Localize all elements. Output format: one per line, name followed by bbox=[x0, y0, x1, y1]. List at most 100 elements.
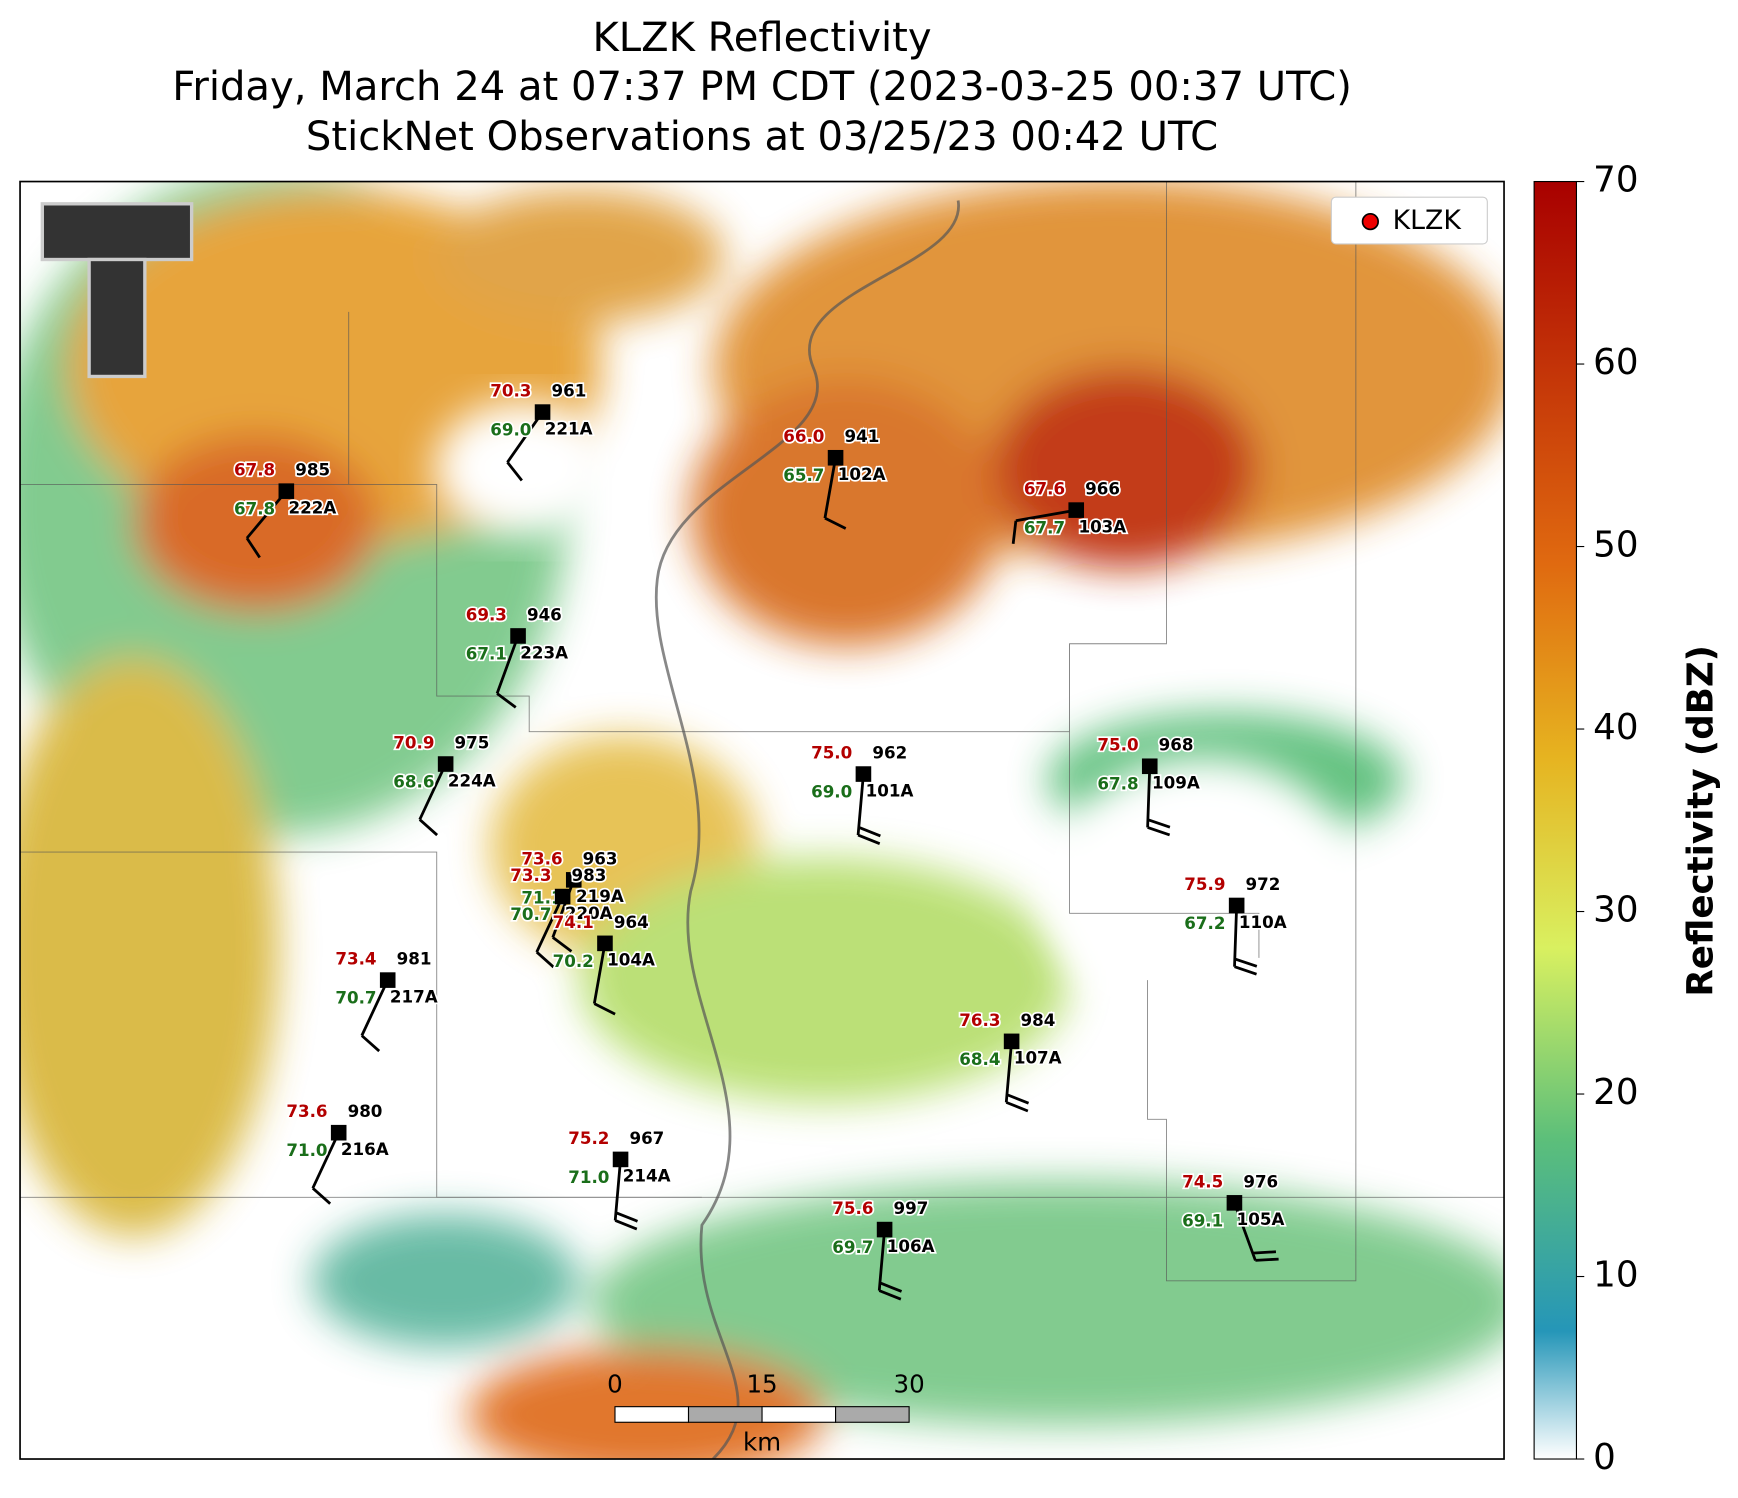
station-id: 220A bbox=[565, 903, 613, 923]
scale-segment bbox=[761, 1406, 837, 1423]
temperature: 70.9 bbox=[393, 732, 434, 752]
dewpoint: 69.0 bbox=[811, 781, 852, 801]
legend-marker bbox=[1361, 213, 1379, 231]
wind-barb bbox=[1233, 1202, 1279, 1262]
dewpoint: 71.1 bbox=[521, 887, 562, 907]
station-marker bbox=[278, 483, 295, 499]
station-marker bbox=[597, 935, 613, 952]
dewpoint: 69.1 bbox=[1182, 1210, 1223, 1230]
station-id: 214A bbox=[623, 1166, 671, 1186]
scale-bar: km 0 15 30 bbox=[607, 1370, 925, 1457]
wind-barb bbox=[506, 411, 544, 482]
dewpoint: 70.2 bbox=[553, 951, 594, 971]
scale-segment bbox=[835, 1406, 910, 1423]
scale-tick-label: 0 bbox=[607, 1370, 623, 1399]
wind-barb bbox=[360, 979, 389, 1053]
pressure: 980 bbox=[348, 1101, 383, 1121]
wind-barb bbox=[877, 1229, 903, 1301]
wind-barb bbox=[535, 895, 564, 969]
scale-tick-label: 15 bbox=[746, 1370, 777, 1399]
dewpoint: 67.8 bbox=[234, 499, 275, 519]
legend: KLZK bbox=[1330, 196, 1488, 245]
pressure: 946 bbox=[527, 604, 562, 624]
station-id: 221A bbox=[545, 418, 593, 438]
station: 75.0 968 67.8 109A bbox=[1096, 733, 1201, 837]
station-marker bbox=[554, 888, 571, 905]
pressure: 981 bbox=[397, 949, 432, 969]
wind-barb bbox=[856, 773, 881, 845]
dewpoint: 67.1 bbox=[466, 643, 507, 663]
station: 67.6 966 67.7 103A bbox=[1011, 477, 1128, 544]
station-id: 107A bbox=[1014, 1048, 1062, 1068]
pressure: 966 bbox=[1085, 479, 1120, 499]
pressure: 984 bbox=[1021, 1010, 1056, 1030]
wind-barb bbox=[1146, 766, 1171, 837]
station-marker bbox=[1003, 1033, 1020, 1050]
temperature: 66.0 bbox=[783, 426, 824, 446]
colorbar-tick-label: 10 bbox=[1593, 1255, 1638, 1296]
colorbar-tick-label: 20 bbox=[1593, 1072, 1638, 1113]
legend-label: KLZK bbox=[1393, 205, 1463, 236]
station-id: 217A bbox=[390, 986, 438, 1006]
temperature: 69.3 bbox=[466, 604, 507, 624]
temperature: 76.3 bbox=[959, 1010, 1000, 1030]
dewpoint: 71.0 bbox=[286, 1140, 327, 1160]
station: 75.0 962 69.0 101A bbox=[809, 741, 915, 845]
dewpoint: 67.7 bbox=[1024, 518, 1065, 538]
temperature: 70.3 bbox=[490, 381, 531, 401]
dewpoint: 67.8 bbox=[1097, 774, 1138, 794]
wind-barb bbox=[823, 457, 847, 530]
station-id: 105A bbox=[1237, 1209, 1285, 1229]
temperature: 73.6 bbox=[521, 848, 562, 868]
station-marker bbox=[565, 872, 582, 888]
pressure: 983 bbox=[572, 865, 607, 885]
station-id: 102A bbox=[838, 464, 886, 484]
station-marker bbox=[827, 449, 844, 466]
wind-barb bbox=[311, 1132, 340, 1205]
scale-segment bbox=[687, 1406, 763, 1423]
station: 76.3 984 68.4 107A bbox=[958, 1008, 1063, 1113]
wind-barb bbox=[418, 763, 447, 837]
station-id: 110A bbox=[1239, 912, 1287, 932]
station-marker bbox=[379, 972, 396, 988]
station-id: 216A bbox=[341, 1139, 389, 1159]
pressure: 967 bbox=[629, 1128, 664, 1148]
dewpoint: 65.7 bbox=[783, 465, 824, 485]
wind-barb bbox=[613, 1159, 639, 1231]
dewpoint: 71.0 bbox=[568, 1167, 609, 1187]
station-id: 109A bbox=[1152, 773, 1200, 793]
station-marker bbox=[1226, 1195, 1243, 1211]
temperature: 73.3 bbox=[510, 865, 551, 885]
scale-unit: km bbox=[743, 1427, 781, 1456]
temperature: 75.0 bbox=[811, 743, 852, 763]
dewpoint: 69.7 bbox=[832, 1237, 873, 1257]
station: 70.3 961 69.0 221A bbox=[489, 379, 594, 482]
station-marker bbox=[612, 1151, 629, 1168]
station: 73.6 980 71.0 216A bbox=[285, 1099, 390, 1205]
station-marker bbox=[1068, 502, 1085, 518]
station: 75.2 967 71.0 214A bbox=[567, 1126, 672, 1231]
temperature: 74.5 bbox=[1182, 1171, 1223, 1191]
temperature: 75.6 bbox=[832, 1198, 873, 1218]
station-id: 224A bbox=[448, 770, 496, 790]
title: KLZK Reflectivity bbox=[593, 15, 932, 61]
pressure: 997 bbox=[894, 1198, 929, 1218]
temperature: 74.1 bbox=[553, 912, 594, 932]
station-marker bbox=[876, 1221, 893, 1238]
title: Friday, March 24 at 07:37 PM CDT (2023-0… bbox=[172, 64, 1352, 110]
pressure: 972 bbox=[1246, 874, 1281, 894]
dewpoint: 70.7 bbox=[335, 988, 376, 1008]
colorbar-tick-label: 0 bbox=[1593, 1437, 1616, 1478]
dewpoint: 69.0 bbox=[490, 420, 531, 440]
station-id: 103A bbox=[1078, 516, 1126, 536]
pressure: 961 bbox=[551, 381, 586, 401]
colorbar-tick-label: 40 bbox=[1593, 707, 1638, 748]
colorbar-tick-label: 60 bbox=[1593, 342, 1638, 383]
station-marker bbox=[855, 766, 872, 782]
station: 66.0 941 65.7 102A bbox=[782, 425, 887, 530]
colorbar-label: Reflectivity (dBZ) bbox=[1680, 645, 1721, 997]
pressure: 976 bbox=[1243, 1171, 1278, 1191]
station-marker bbox=[330, 1124, 347, 1141]
scale-segment bbox=[614, 1406, 690, 1423]
wind-barb bbox=[592, 943, 616, 1016]
